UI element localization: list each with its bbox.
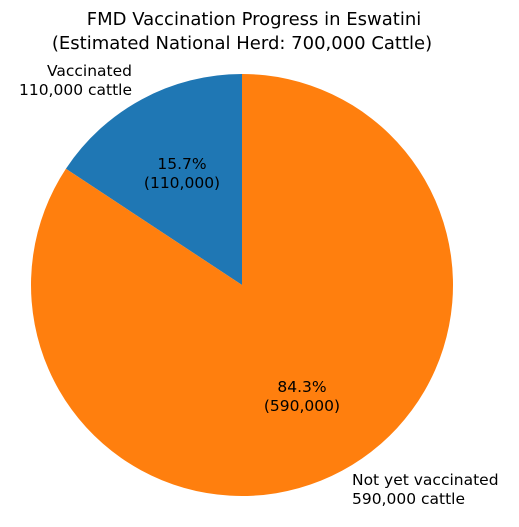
slice-label-1-line-1: 590,000 cattle [352, 490, 465, 508]
slice-percent-label-1: 84.3% [277, 378, 326, 396]
pie-slice-1 [31, 74, 454, 496]
pie-slice-0 [65, 74, 242, 285]
slice-value-label-1: (590,000) [264, 397, 340, 415]
chart-title-line-2: (Estimated National Herd: 700,000 Cattle… [52, 33, 432, 54]
pie-slices [31, 74, 454, 496]
chart-title-line-1: FMD Vaccination Progress in Eswatini [87, 9, 422, 30]
slice-label-1-line-0: Not yet vaccinated [352, 471, 499, 489]
slice-percent-label-0: 15.7% [157, 155, 206, 173]
slice-label-0-line-0: Vaccinated [47, 62, 132, 80]
chart-title: FMD Vaccination Progress in Eswatini (Es… [52, 9, 432, 54]
slice-label-0-line-1: 110,000 cattle [19, 81, 132, 99]
slice-value-label-0: (110,000) [144, 174, 220, 192]
